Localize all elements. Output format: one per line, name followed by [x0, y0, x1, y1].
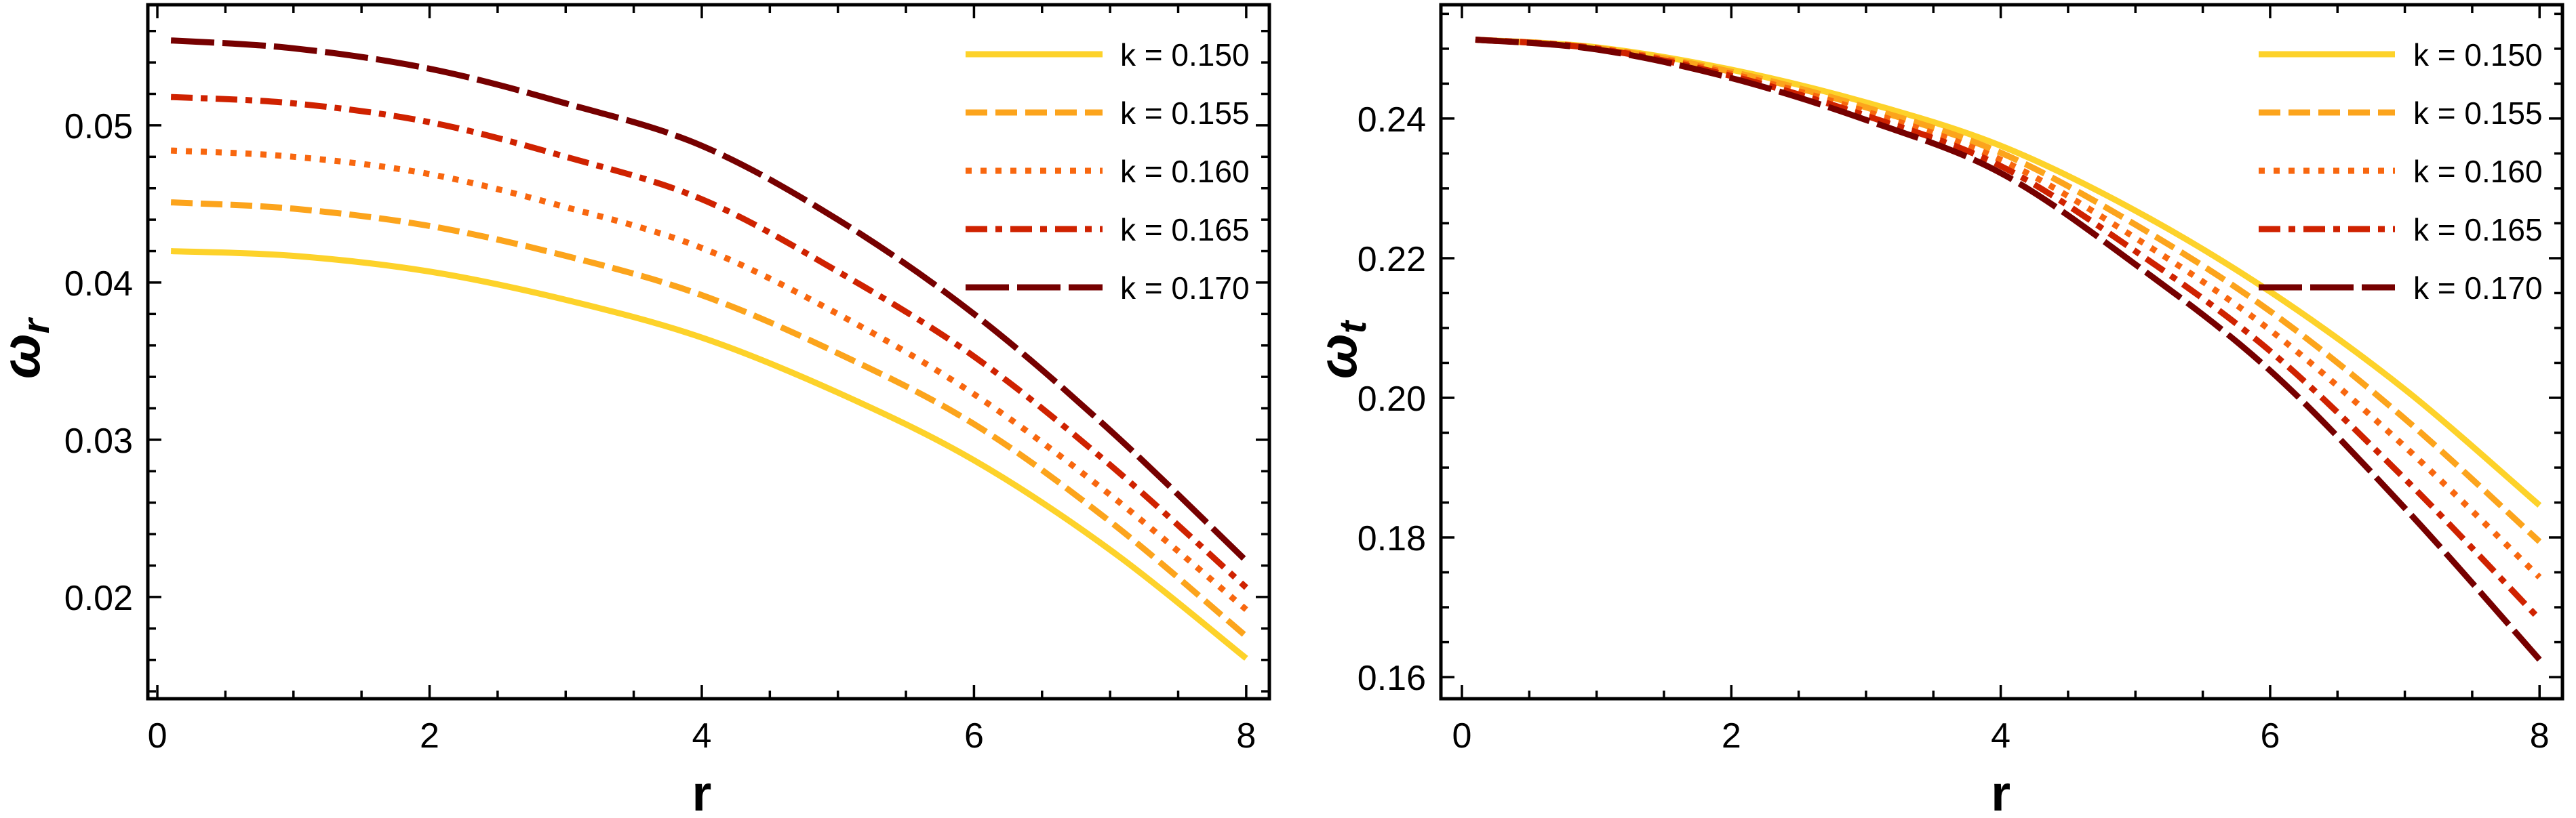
axis-ticks — [148, 5, 1269, 699]
y-tick-label: 0.22 — [1358, 240, 1426, 279]
y-tick-label: 0.16 — [1358, 659, 1426, 698]
y-axis-label-subscript: t — [1331, 319, 1374, 333]
series-line-0.155 — [170, 199, 1248, 639]
legend-label: k = 0.170 — [2413, 270, 2543, 306]
y-axis-label: ωt — [1307, 319, 1374, 379]
series-line-0.160 — [1475, 37, 2542, 579]
legend-label: k = 0.160 — [2413, 154, 2543, 189]
legend-label: k = 0.170 — [1120, 270, 1250, 306]
series-line-0.170 — [1475, 37, 2542, 662]
legend-label: k = 0.165 — [2413, 212, 2543, 247]
x-tick-label: 8 — [1236, 716, 1256, 756]
series-line-0.170 — [170, 37, 1249, 563]
y-tick-label: 0.05 — [64, 107, 133, 146]
legend-item: k = 0.155 — [2259, 96, 2543, 131]
x-tick-labels: 0 2 4 6 8 — [148, 716, 1256, 756]
legend-item: k = 0.150 — [966, 37, 1250, 73]
panel-omega-t: 0 2 4 6 8 0.16 0.18 0.20 0.22 0.24 r ωt … — [1307, 3, 2564, 818]
y-tick-label: 0.03 — [64, 422, 133, 461]
y-tick-label: 0.20 — [1358, 380, 1426, 419]
y-axis-label: ωr — [0, 316, 57, 379]
legend-item: k = 0.155 — [966, 96, 1250, 131]
x-tick-label: 2 — [420, 716, 439, 756]
y-tick-label: 0.04 — [64, 264, 133, 304]
x-tick-label: 4 — [1991, 716, 2010, 756]
x-axis-label: r — [692, 765, 712, 818]
series-line-0.150 — [170, 248, 1248, 661]
series-line-0.165 — [170, 94, 1248, 590]
legend-label: k = 0.155 — [2413, 96, 2543, 131]
legend-label: k = 0.155 — [1120, 96, 1250, 131]
legend-label: k = 0.150 — [2413, 37, 2543, 73]
legend-item: k = 0.165 — [966, 212, 1250, 247]
x-tick-labels: 0 2 4 6 8 — [1452, 716, 2550, 756]
x-tick-label: 6 — [2260, 716, 2280, 756]
curves — [170, 37, 1249, 661]
y-tick-labels: 0.02 0.03 0.04 0.05 — [64, 107, 133, 618]
legend: k = 0.150 k = 0.155 k = 0.160 k = 0.165 … — [2259, 37, 2543, 306]
plot-frame — [1439, 3, 2564, 701]
legend-label: k = 0.150 — [1120, 37, 1250, 73]
y-tick-label: 0.24 — [1358, 100, 1426, 140]
y-tick-label: 0.18 — [1358, 519, 1426, 558]
plot-frame — [146, 3, 1271, 701]
legend-label: k = 0.165 — [1120, 212, 1250, 247]
legend-item: k = 0.150 — [2259, 37, 2543, 73]
legend-item: k = 0.160 — [2259, 154, 2543, 189]
x-tick-label: 0 — [1452, 716, 1472, 756]
x-tick-label: 2 — [1722, 716, 1741, 756]
panel-omega-r: 0 2 4 6 8 0.02 0.03 0.04 0.05 r ωr k = 0… — [0, 3, 1271, 818]
legend-item: k = 0.160 — [966, 154, 1250, 189]
series-line-0.160 — [170, 147, 1248, 612]
y-tick-labels: 0.16 0.18 0.20 0.22 0.24 — [1358, 100, 1426, 698]
x-tick-label: 0 — [148, 716, 167, 756]
legend-label: k = 0.160 — [1120, 154, 1250, 189]
series-line-0.155 — [1475, 37, 2542, 544]
legend-item: k = 0.170 — [966, 270, 1250, 306]
legend-item: k = 0.165 — [2259, 212, 2543, 247]
y-axis-label-omega: ω — [0, 333, 51, 379]
series-line-0.150 — [1475, 37, 2542, 508]
y-tick-label: 0.02 — [64, 579, 133, 618]
axis-ticks — [1441, 5, 2562, 699]
x-tick-label: 4 — [692, 716, 712, 756]
x-axis-label: r — [1991, 765, 2010, 818]
legend: k = 0.150 k = 0.155 k = 0.160 k = 0.165 … — [966, 37, 1250, 306]
series-line-0.165 — [1475, 37, 2542, 621]
y-axis-label-omega: ω — [1307, 333, 1368, 379]
x-tick-label: 6 — [964, 716, 984, 756]
y-axis-label-subscript: r — [14, 316, 57, 333]
curves — [1475, 37, 2542, 662]
x-tick-label: 8 — [2530, 716, 2550, 756]
legend-item: k = 0.170 — [2259, 270, 2543, 306]
